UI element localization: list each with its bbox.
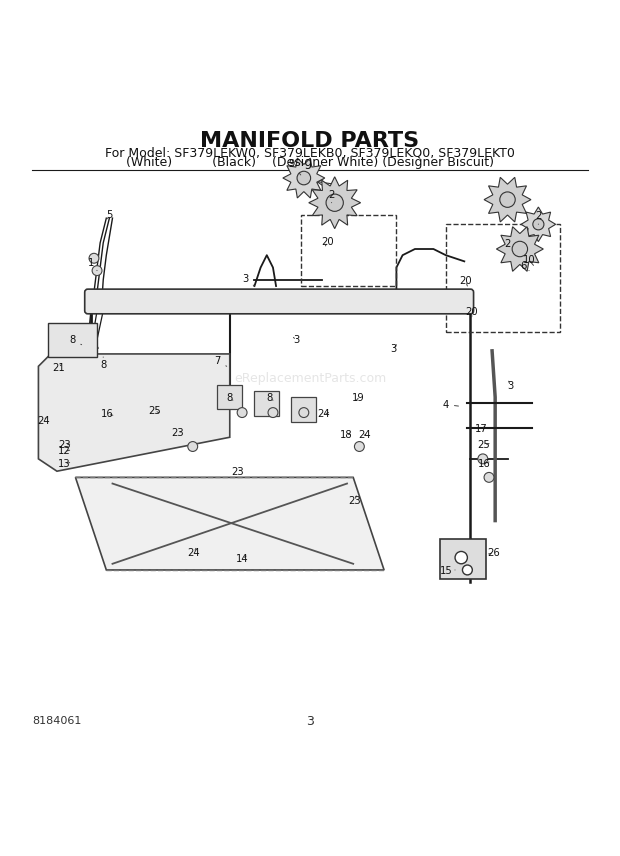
Circle shape [533, 219, 544, 230]
Polygon shape [497, 227, 543, 271]
Text: 4: 4 [443, 400, 458, 409]
Text: 8184061: 8184061 [32, 716, 82, 726]
Text: eReplacementParts.com: eReplacementParts.com [234, 372, 386, 385]
Text: 8: 8 [100, 357, 107, 370]
Bar [440, 539, 486, 580]
Text: 24: 24 [37, 416, 50, 425]
Text: 9: 9 [288, 159, 301, 175]
Polygon shape [309, 177, 361, 229]
Text: 24: 24 [317, 409, 330, 419]
Circle shape [188, 442, 198, 451]
Circle shape [326, 194, 343, 211]
Polygon shape [484, 177, 531, 222]
Bar [218, 385, 242, 409]
Circle shape [92, 265, 102, 276]
FancyBboxPatch shape [85, 289, 474, 314]
Text: 12: 12 [58, 447, 71, 456]
Circle shape [484, 473, 494, 482]
Text: 3: 3 [293, 336, 299, 345]
Text: 3: 3 [508, 381, 514, 391]
Bar [254, 391, 279, 416]
Circle shape [512, 241, 528, 257]
Text: 16: 16 [101, 409, 114, 419]
Text: 3: 3 [306, 715, 314, 728]
Text: 13: 13 [58, 459, 71, 469]
Text: 6: 6 [520, 261, 529, 271]
Text: 21: 21 [52, 362, 64, 372]
Text: 1: 1 [87, 258, 97, 270]
Circle shape [355, 442, 365, 451]
Polygon shape [38, 354, 230, 471]
Text: (White)          (Black)    (Designer White) (Designer Biscuit): (White) (Black) (Designer White) (Design… [126, 156, 494, 169]
Text: 3: 3 [390, 344, 396, 354]
Text: 25: 25 [477, 440, 490, 450]
Text: 20: 20 [466, 307, 478, 317]
Circle shape [299, 407, 309, 418]
Text: MANIFOLD PARTS: MANIFOLD PARTS [200, 131, 420, 151]
Text: 8: 8 [227, 394, 233, 403]
Text: 24: 24 [358, 431, 371, 440]
Text: 16: 16 [477, 459, 490, 469]
Text: 23: 23 [59, 440, 71, 450]
Text: 23: 23 [231, 467, 244, 478]
Circle shape [237, 407, 247, 418]
Polygon shape [521, 207, 556, 241]
Bar [291, 397, 316, 422]
Text: 25: 25 [148, 406, 161, 416]
Text: 2: 2 [504, 239, 511, 249]
Text: 23: 23 [171, 428, 184, 438]
Circle shape [500, 192, 515, 207]
Text: For Model: SF379LEKW0, SF379LEKB0, SF379LEKQ0, SF379LEKT0: For Model: SF379LEKW0, SF379LEKB0, SF379… [105, 147, 515, 160]
Circle shape [297, 171, 311, 185]
Circle shape [463, 565, 472, 575]
Text: 8: 8 [267, 394, 273, 403]
Text: 15: 15 [440, 566, 455, 576]
Text: 14: 14 [236, 554, 249, 564]
Bar [48, 323, 97, 357]
Text: 8: 8 [69, 336, 82, 345]
Text: 2: 2 [329, 190, 335, 203]
Text: 10: 10 [523, 255, 536, 265]
Text: 20: 20 [321, 236, 334, 247]
Text: 20: 20 [459, 276, 472, 286]
Text: 18: 18 [340, 431, 352, 440]
Text: 26: 26 [487, 548, 500, 557]
Circle shape [478, 454, 488, 464]
Circle shape [455, 551, 467, 564]
Text: 7: 7 [215, 356, 227, 366]
Polygon shape [283, 158, 325, 198]
Text: 3: 3 [242, 274, 254, 286]
Text: 24: 24 [188, 548, 200, 557]
Text: 2: 2 [535, 211, 541, 224]
Text: 23: 23 [348, 496, 361, 506]
Circle shape [268, 407, 278, 418]
Polygon shape [76, 478, 384, 570]
Text: 5: 5 [106, 210, 113, 220]
Circle shape [89, 253, 99, 263]
Text: 17: 17 [475, 425, 488, 434]
Text: 19: 19 [352, 394, 365, 403]
